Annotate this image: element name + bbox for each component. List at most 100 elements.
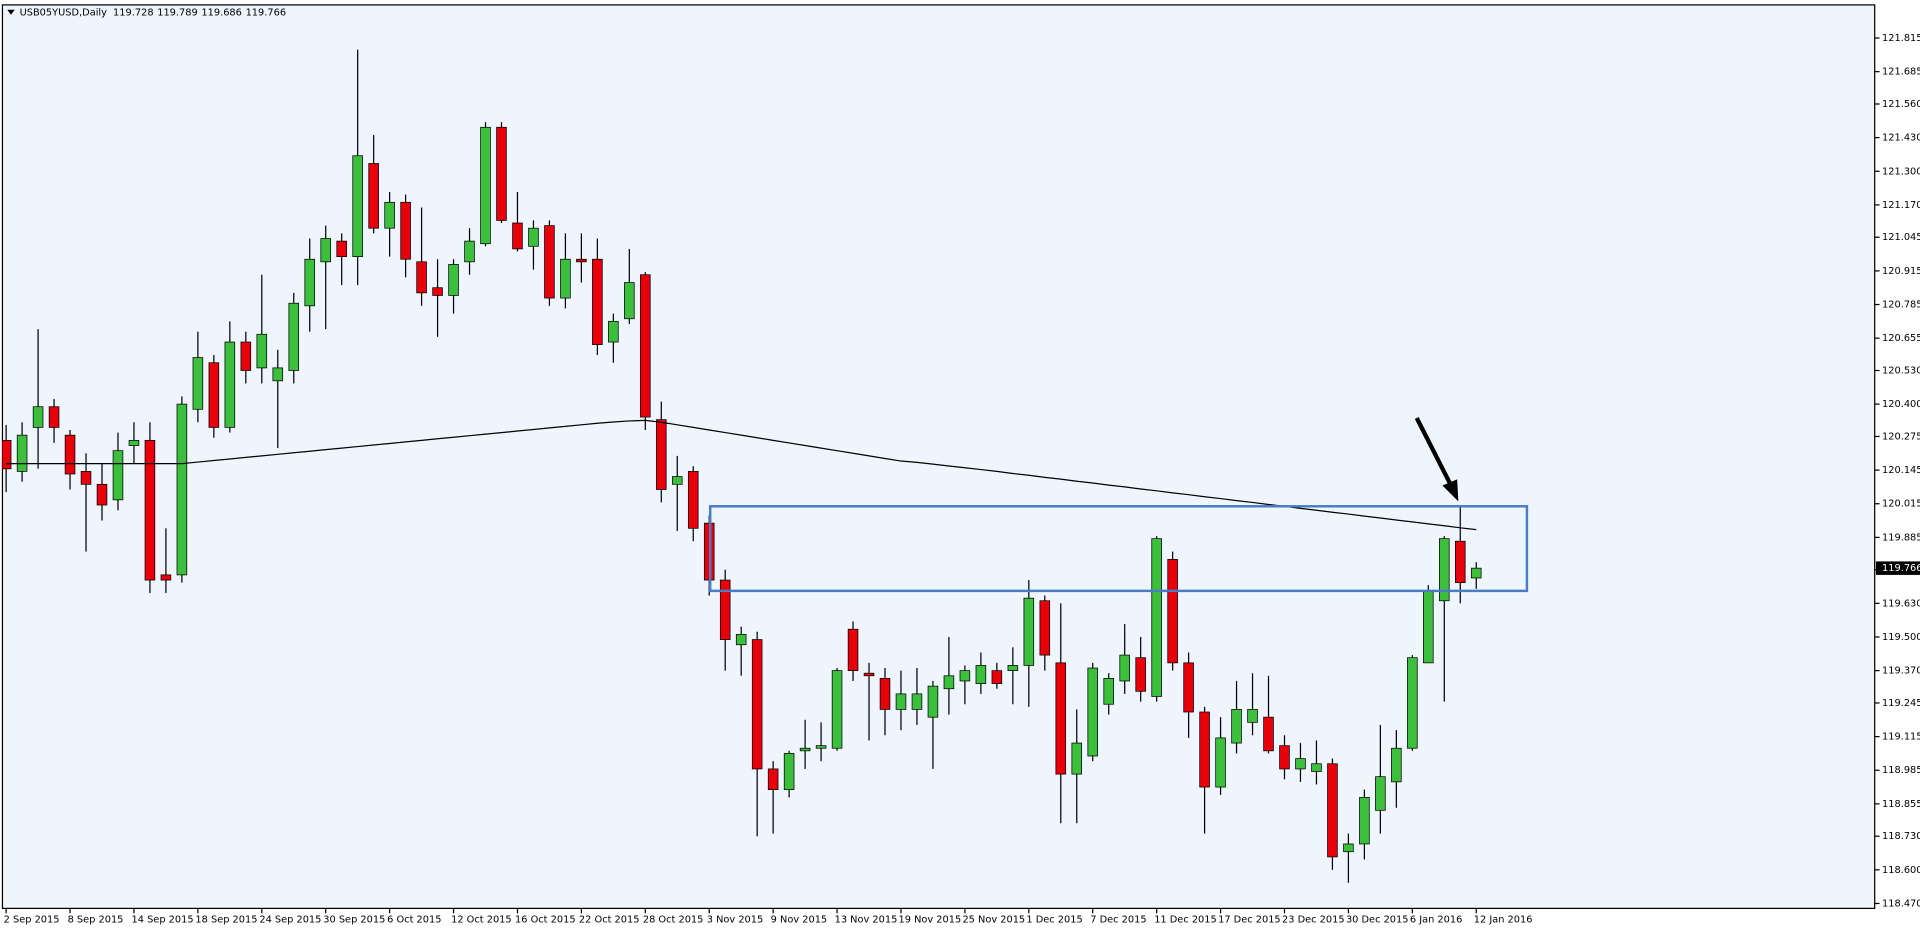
candle-body (256, 333, 268, 369)
candle-body (751, 639, 763, 770)
candle-body (1455, 540, 1466, 584)
candle-body (224, 341, 236, 428)
x-tick-label: 11 Dec 2015 (1154, 914, 1217, 925)
candle-body (400, 201, 411, 260)
y-tick-label: 120.785 (1882, 300, 1920, 311)
candle-body (767, 768, 779, 790)
candle-body (1119, 654, 1130, 682)
price-tag-bg (1875, 561, 1920, 575)
candle-body (496, 126, 507, 221)
y-tick-label: 121.685 (1882, 67, 1920, 78)
candle-body (80, 471, 92, 485)
candle-body (1103, 678, 1114, 705)
candle-body (1215, 737, 1226, 788)
candle-body (432, 287, 443, 296)
x-tick-label: 23 Dec 2015 (1282, 914, 1345, 925)
x-tick-label: 17 Dec 2015 (1218, 914, 1281, 925)
candle-body (624, 282, 635, 320)
candle-body (336, 240, 347, 258)
ohlc-low: 119.686 (201, 7, 241, 18)
y-tick-label: 119.500 (1882, 632, 1920, 643)
candle-body (208, 362, 220, 428)
candle-body (368, 163, 379, 229)
candle-body (656, 419, 667, 490)
arrow-head (1442, 479, 1459, 502)
candle-body (176, 403, 188, 576)
candle-body (64, 434, 76, 475)
candle-body (32, 406, 44, 428)
y-tick-label: 120.915 (1882, 266, 1920, 277)
y-tick-label: 121.430 (1882, 133, 1920, 144)
candle-body (592, 258, 603, 345)
candle-body (815, 745, 827, 749)
candle-body (1343, 843, 1354, 853)
candle-body (240, 341, 252, 371)
y-tick-label: 119.885 (1882, 532, 1920, 543)
y-tick-label: 118.855 (1882, 799, 1920, 810)
y-tick-label: 119.245 (1882, 698, 1920, 709)
y-tick-label: 120.145 (1882, 465, 1920, 476)
y-tick-label: 119.370 (1882, 666, 1920, 677)
candle-body (352, 155, 363, 258)
y-tick-label: 121.815 (1882, 33, 1920, 44)
candle-body (1423, 590, 1434, 664)
y-tick-label: 121.045 (1882, 232, 1920, 243)
price-tag: 119.766 (1882, 563, 1920, 574)
x-tick-label: 25 Nov 2015 (962, 914, 1025, 925)
candle-body (959, 670, 971, 682)
x-tick-label: 12 Oct 2015 (451, 914, 512, 925)
candle-body (1375, 776, 1386, 811)
candle-body (1247, 709, 1258, 723)
candle-body (608, 320, 619, 343)
candle-body (16, 434, 28, 472)
candle-body (895, 693, 907, 710)
candle-body (128, 439, 140, 446)
y-tick-label: 120.530 (1882, 365, 1920, 376)
menu-arrow (7, 9, 15, 15)
candle-body (1391, 747, 1402, 783)
x-tick-label: 19 Nov 2015 (899, 914, 962, 925)
candle-body (320, 238, 331, 263)
candle-body (272, 367, 284, 382)
candle-body (1439, 538, 1450, 602)
x-tick-label: 22 Oct 2015 (579, 914, 640, 925)
candle-body (1055, 662, 1067, 775)
candle-body (1151, 538, 1162, 697)
candle-body (863, 672, 875, 677)
candle-body (783, 753, 795, 790)
candle-body (1327, 763, 1338, 858)
plot-frame (1, 4, 1876, 909)
x-tick-label: 7 Dec 2015 (1090, 914, 1146, 925)
candle-body (96, 483, 108, 506)
candle-body (991, 670, 1003, 684)
y-tick-label: 121.560 (1882, 99, 1920, 110)
candle-body (1039, 600, 1051, 656)
candle-body (1007, 665, 1019, 671)
y-tick-label: 118.730 (1882, 831, 1920, 842)
candle-body (1279, 745, 1290, 770)
y-tick-label: 121.170 (1882, 200, 1920, 211)
candle-body (2, 439, 12, 470)
candle-body (879, 678, 891, 710)
candle-body (528, 227, 539, 247)
y-tick-label: 118.985 (1882, 765, 1920, 776)
candle-body (640, 274, 651, 418)
candle-body (1071, 742, 1083, 775)
x-tick-label: 9 Nov 2015 (771, 914, 827, 925)
x-tick-label: 24 Sep 2015 (259, 914, 321, 925)
candle-body (1167, 558, 1178, 664)
y-tick-label: 120.400 (1882, 399, 1920, 410)
candle-body (975, 665, 987, 684)
x-tick-label: 18 Sep 2015 (195, 914, 257, 925)
candle-body (1023, 597, 1035, 666)
candle-body (911, 693, 923, 710)
y-tick-label: 121.300 (1882, 166, 1920, 177)
x-tick-label: 12 Jan 2016 (1474, 914, 1533, 925)
x-tick-label: 2 Sep 2015 (4, 914, 60, 925)
candle-body (448, 264, 459, 296)
candle-body (464, 240, 475, 263)
x-tick-label: 6 Oct 2015 (387, 914, 441, 925)
candle-body (719, 579, 731, 640)
x-tick-label: 30 Sep 2015 (323, 914, 385, 925)
